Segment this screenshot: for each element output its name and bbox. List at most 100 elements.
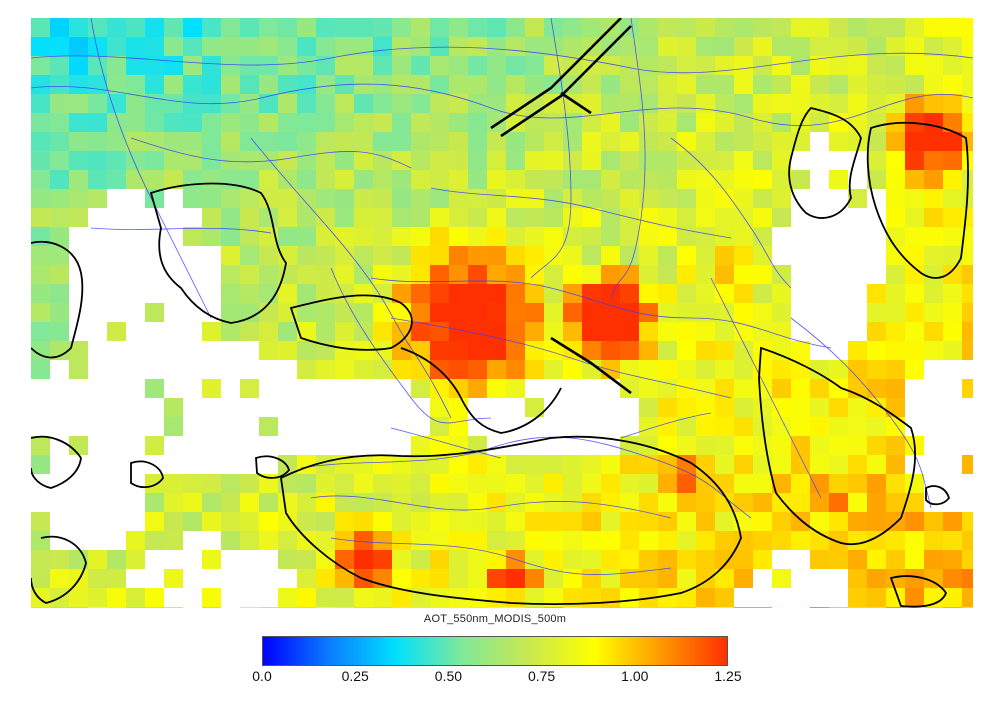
aot-pixel: [278, 170, 297, 189]
aot-pixel: [202, 170, 221, 189]
aot-pixel: [639, 170, 658, 189]
aot-pixel: [31, 170, 50, 189]
aot-pixel: [696, 379, 715, 398]
aot-pixel: [715, 607, 734, 608]
aot-pixel: [449, 531, 468, 550]
aot-pixel: [658, 493, 677, 512]
aot-pixel: [696, 512, 715, 531]
aot-pixel: [31, 246, 50, 265]
aot-pixel: [772, 474, 791, 493]
aot-pixel: [259, 132, 278, 151]
aot-pixel: [620, 512, 639, 531]
aot-pixel: [620, 303, 639, 322]
aot-pixel: [506, 512, 525, 531]
aot-pixel: [544, 303, 563, 322]
aot-pixel: [354, 246, 373, 265]
aot-pixel: [829, 113, 848, 132]
aot-pixel: [69, 75, 88, 94]
aot-pixel: [791, 436, 810, 455]
aot-pixel: [962, 227, 973, 246]
aot-pixel: [886, 265, 905, 284]
aot-pixel: [449, 208, 468, 227]
aot-pixel: [772, 151, 791, 170]
aot-pixel: [715, 455, 734, 474]
aot-pixel: [658, 189, 677, 208]
aot-pixel: [50, 265, 69, 284]
aot-pixel: [563, 227, 582, 246]
aot-pixel: [183, 56, 202, 75]
aot-pixel: [373, 113, 392, 132]
aot-pixel: [677, 208, 696, 227]
aot-pixel: [525, 569, 544, 588]
aot-pixel: [867, 151, 886, 170]
aot-pixel: [791, 75, 810, 94]
aot-pixel: [905, 284, 924, 303]
aot-pixel: [734, 56, 753, 75]
aot-pixel: [924, 132, 943, 151]
aot-pixel: [734, 189, 753, 208]
aot-pixel: [50, 208, 69, 227]
aot-pixel: [430, 246, 449, 265]
aot-pixel: [354, 474, 373, 493]
aot-pixel: [468, 132, 487, 151]
aot-pixel: [50, 569, 69, 588]
aot-pixel: [316, 493, 335, 512]
aot-pixel: [924, 607, 943, 608]
aot-pixel: [316, 531, 335, 550]
aot-pixel: [335, 265, 354, 284]
aot-pixel: [753, 360, 772, 379]
aot-pixel: [753, 436, 772, 455]
aot-pixel: [449, 132, 468, 151]
aot-pixel: [392, 246, 411, 265]
aot-pixel: [658, 417, 677, 436]
aot-pixel: [183, 474, 202, 493]
aot-pixel: [696, 132, 715, 151]
aot-pixel: [373, 265, 392, 284]
aot-pixel: [487, 569, 506, 588]
aot-pixel: [924, 18, 943, 37]
aot-pixel: [468, 493, 487, 512]
aot-pixel: [601, 170, 620, 189]
aot-pixel: [753, 151, 772, 170]
aot-pixel: [886, 607, 905, 608]
aot-pixel: [886, 474, 905, 493]
aot-pixel: [487, 341, 506, 360]
aot-pixel: [639, 607, 658, 608]
aot-pixel: [354, 170, 373, 189]
aot-pixel: [601, 341, 620, 360]
aot-pixel: [867, 132, 886, 151]
aot-pixel: [525, 113, 544, 132]
aot-pixel: [715, 474, 734, 493]
aot-pixel: [221, 303, 240, 322]
aot-pixel: [430, 531, 449, 550]
aot-pixel: [278, 531, 297, 550]
aot-pixel: [601, 588, 620, 607]
aot-pixel: [259, 189, 278, 208]
aot-pixel: [639, 474, 658, 493]
aot-pixel: [905, 569, 924, 588]
aot-pixel: [202, 512, 221, 531]
aot-pixel: [240, 512, 259, 531]
aot-pixel: [126, 37, 145, 56]
aot-pixel: [867, 512, 886, 531]
aot-pixel: [31, 607, 50, 608]
aot-pixel: [525, 208, 544, 227]
aot-pixel: [525, 341, 544, 360]
aot-map[interactable]: [31, 18, 973, 608]
aot-pixel: [297, 189, 316, 208]
aot-pixel: [601, 265, 620, 284]
aot-pixel: [867, 341, 886, 360]
aot-pixel: [411, 132, 430, 151]
aot-pixel: [335, 493, 354, 512]
aot-pixel: [962, 265, 973, 284]
aot-pixel: [829, 550, 848, 569]
aot-pixel: [791, 37, 810, 56]
aot-pixel: [278, 151, 297, 170]
aot-pixel: [563, 550, 582, 569]
aot-pixel: [753, 208, 772, 227]
aot-pixel: [544, 550, 563, 569]
aot-pixel: [734, 379, 753, 398]
aot-pixel: [373, 170, 392, 189]
aot-pixel: [962, 75, 973, 94]
aot-pixel: [202, 322, 221, 341]
